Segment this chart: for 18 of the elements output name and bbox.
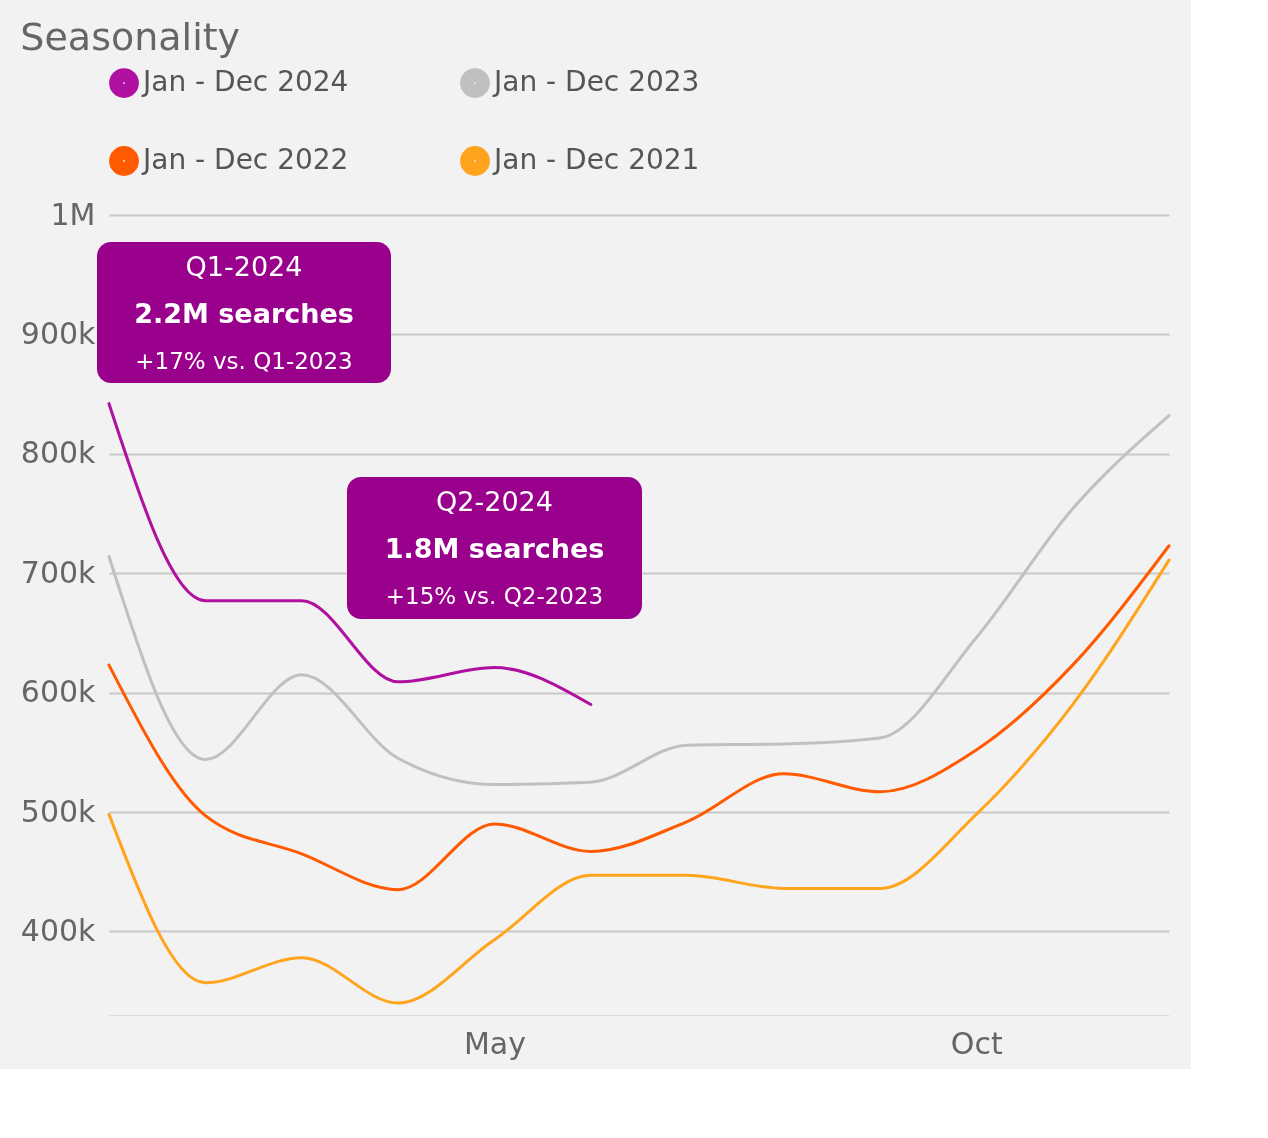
chart-title: Seasonality — [20, 15, 241, 59]
x-tick-label: May — [463, 1025, 526, 1061]
y-tick-label: 900k — [20, 315, 97, 351]
legend-label: Jan - Dec 2021 — [492, 143, 700, 176]
y-tick-label: 800k — [20, 435, 97, 471]
y-tick-label: 700k — [20, 554, 97, 590]
legend-label: Jan - Dec 2022 — [141, 143, 349, 176]
annotation: Q2-2024 1.8M searches +15% vs. Q2-2023 — [384, 485, 605, 610]
legend-label: Jan - Dec 2024 — [141, 65, 349, 99]
line-series — [107, 558, 1171, 1005]
y-tick-label: 500k — [20, 793, 97, 829]
x-tick-label: Oct — [950, 1025, 1003, 1061]
legend-label: Jan - Dec 2023 — [492, 65, 700, 99]
y-tick-label: 400k — [20, 912, 97, 948]
line-series — [107, 414, 1171, 787]
y-tick-label: 600k — [20, 674, 97, 710]
annotation: Q1-2024 2.2M searches +17% vs. Q1-2023 — [134, 250, 354, 374]
y-tick-label: 1M — [50, 196, 96, 232]
